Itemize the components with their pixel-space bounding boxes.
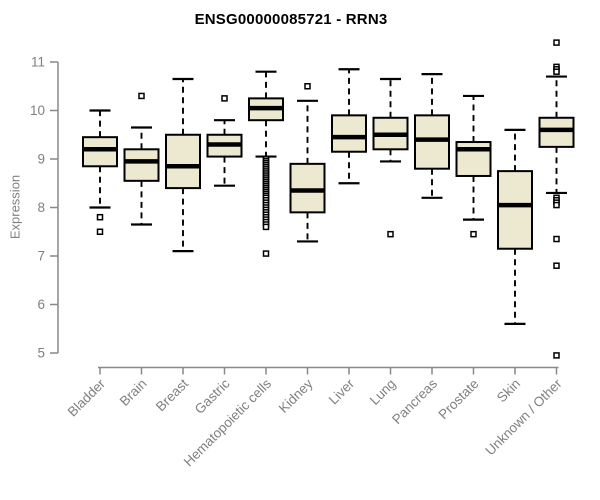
y-tick-label: 7: [37, 249, 45, 264]
outlier-point: [138, 92, 145, 100]
chart-title: ENSG00000085721 - RRN3: [194, 11, 388, 28]
x-tick-label: Skin: [494, 376, 523, 405]
x-tick-label: Kidney: [276, 376, 316, 416]
boxplot-breast: [165, 77, 201, 253]
x-tick-label: Brain: [117, 376, 150, 409]
iqr-box: [497, 170, 533, 250]
iqr-box: [331, 114, 367, 153]
boxplot-skin: [497, 128, 533, 325]
iqr-box: [123, 148, 160, 182]
outlier-point: [553, 262, 560, 269]
x-tick-label: Bladder: [65, 376, 109, 420]
x-tick-label: Prostate: [435, 376, 481, 422]
x-tick-label: Pancreas: [389, 376, 440, 427]
boxplot-brain: [123, 92, 160, 226]
x-tick-label: Lung: [367, 376, 399, 408]
y-tick-label: 11: [31, 55, 45, 70]
outlier-point: [262, 223, 270, 231]
boxplot-prostate: [455, 94, 492, 238]
iqr-box: [165, 133, 201, 190]
iqr-box: [82, 136, 118, 168]
boxplot-hematopoietic-cells: [248, 70, 284, 257]
outlier-point: [553, 39, 560, 46]
outlier-point: [262, 250, 270, 257]
outlier-point: [553, 201, 560, 209]
boxplot-unknown-other: [538, 39, 575, 359]
x-tick-label: Gastric: [192, 376, 233, 417]
outlier-point: [96, 213, 104, 221]
outlier-point: [553, 235, 560, 243]
boxplot-liver: [331, 68, 367, 185]
y-tick-label: 9: [37, 152, 45, 167]
outlier-point: [304, 83, 311, 90]
outlier-point: [96, 228, 104, 235]
outlier-point: [387, 230, 394, 238]
boxplot-bladder: [82, 109, 118, 235]
iqr-box: [289, 162, 326, 214]
iqr-box: [538, 116, 575, 148]
x-tick-label: Breast: [153, 376, 191, 414]
outlier-point: [553, 352, 560, 359]
y-tick-label: 5: [37, 346, 45, 361]
boxplot-kidney: [289, 83, 326, 243]
y-tick-label: 6: [37, 297, 45, 312]
outlier-point: [553, 68, 560, 75]
outlier-point: [470, 230, 477, 238]
boxplot-pancreas: [414, 73, 450, 199]
y-tick-label: 8: [37, 200, 45, 215]
y-axis: 5 6 7 8 9 10 11: [30, 55, 59, 361]
x-tick-label: Liver: [326, 376, 358, 408]
y-tick-label: 10: [30, 103, 45, 118]
boxplot-gastric: [206, 95, 243, 187]
boxplot-lung: [372, 77, 409, 238]
x-tick-label: Unknown / Other: [482, 376, 565, 459]
outlier-point: [221, 95, 228, 102]
iqr-box: [414, 114, 450, 170]
